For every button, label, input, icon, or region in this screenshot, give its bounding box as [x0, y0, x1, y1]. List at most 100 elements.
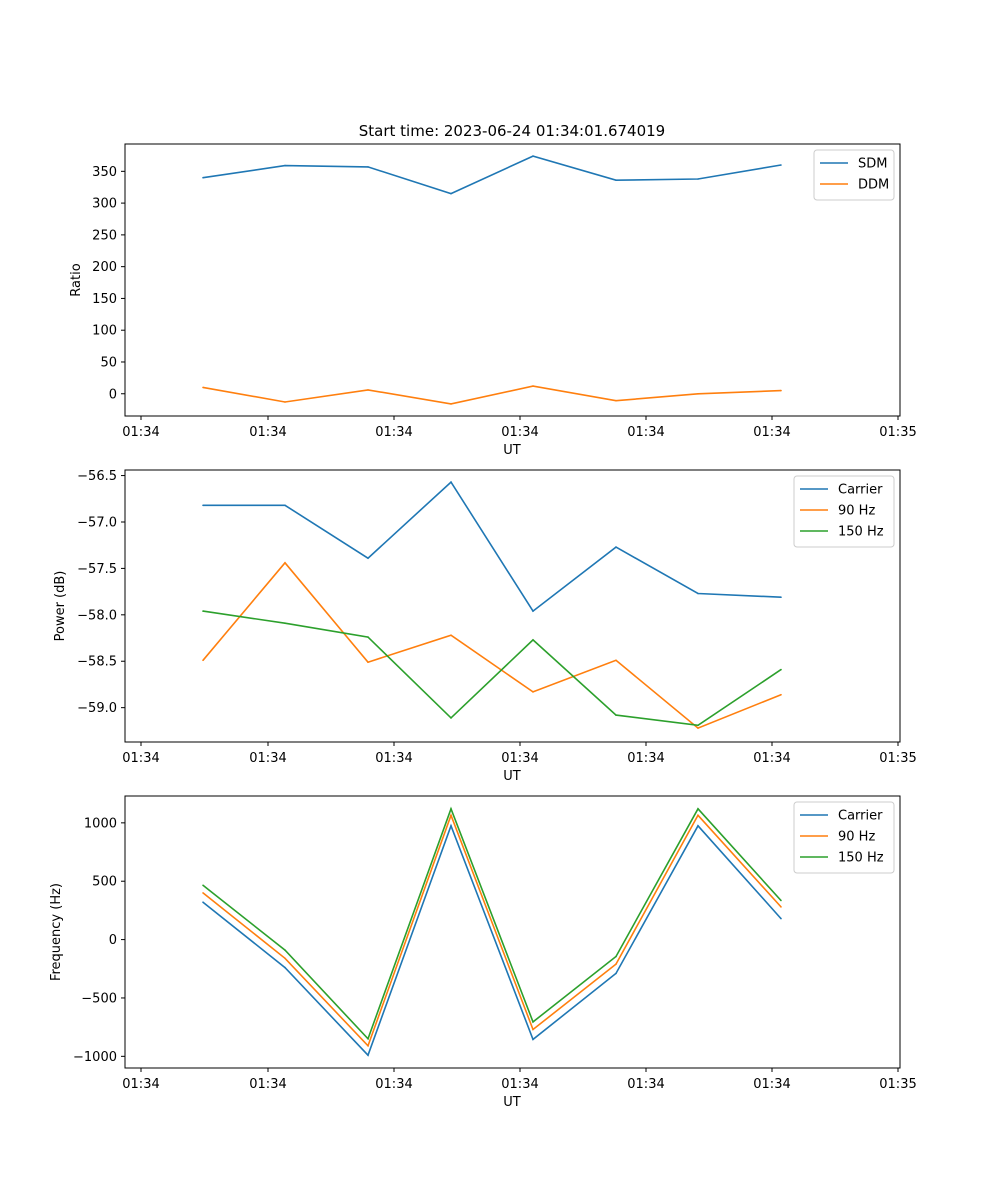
- x-tick-label: 01:34: [753, 425, 790, 440]
- data-point: [202, 504, 204, 507]
- data-point: [367, 1054, 369, 1056]
- legend-entry: Carrier: [838, 809, 883, 824]
- data-point: [532, 155, 534, 157]
- series-line-carrier: [202, 823, 782, 1057]
- y-tick-label: −56.5: [77, 469, 117, 484]
- x-tick-label: 01:34: [249, 425, 286, 440]
- legend-entry: SDM: [858, 157, 887, 172]
- x-tick-label: 01:35: [879, 1077, 916, 1092]
- y-tick-label: −57.5: [77, 562, 117, 577]
- data-point: [284, 504, 286, 507]
- chart-panel-1: 01:34 01:34 01:34 01:34 01:34 01:34 01:35 UT 0 50…: [69, 143, 917, 458]
- panels: 01:34 01:34 01:34 01:34 01:34 01:34 01:35 UT 0 50…: [49, 143, 917, 1110]
- data-point: [284, 957, 286, 960]
- y-tick-label: 100: [92, 324, 117, 339]
- y-tick-label: 200: [92, 260, 117, 275]
- y-tick-label: 0: [109, 933, 117, 948]
- data-point: [615, 714, 617, 716]
- legend-entry: 150 Hz: [838, 851, 884, 866]
- x-tick-label: 01:35: [879, 751, 916, 766]
- data-point: [615, 659, 617, 662]
- data-point: [367, 557, 369, 559]
- y-tick-label: 300: [92, 197, 117, 212]
- data-point: [697, 814, 699, 817]
- data-point: [615, 399, 617, 402]
- data-point: [780, 906, 782, 908]
- data-point: [780, 917, 782, 920]
- plot-frame: [124, 469, 901, 743]
- x-axis-label: UT: [503, 769, 521, 784]
- data-point: [202, 901, 204, 903]
- series-line-90-hz: [202, 561, 782, 730]
- x-tick-label: 01:34: [501, 425, 538, 440]
- series-line-ddm: [202, 385, 782, 405]
- data-point: [697, 727, 699, 729]
- data-point: [532, 1038, 534, 1041]
- data-point: [780, 596, 782, 598]
- data-point: [780, 899, 782, 902]
- x-axis-label: UT: [503, 1095, 521, 1110]
- x-tick-label: 01:34: [627, 751, 664, 766]
- plot-frame: [124, 143, 901, 417]
- legend-entry: Carrier: [838, 483, 883, 498]
- data-point: [367, 636, 369, 638]
- data-point: [615, 972, 617, 975]
- series-line-150-hz: [202, 806, 782, 1041]
- data-point: [284, 966, 286, 969]
- data-point: [615, 179, 617, 181]
- chart-panel-2: 01:34 01:34 01:34 01:34 01:34 01:34 01:35 UT −59…: [53, 469, 917, 784]
- y-axis-label: Frequency (Hz): [49, 883, 64, 981]
- data-point: [450, 192, 452, 195]
- chart-panel-3: 01:34 01:34 01:34 01:34 01:34 01:34 01:35 UT −10…: [49, 795, 917, 1110]
- data-point: [615, 963, 617, 965]
- legend: SDM DDM: [813, 149, 895, 201]
- x-tick-label: 01:34: [249, 751, 286, 766]
- data-point: [697, 724, 699, 727]
- x-tick-label: 01:34: [375, 425, 412, 440]
- data-point: [697, 808, 699, 810]
- legend: Carrier 90 Hz 150 Hz: [793, 475, 895, 548]
- y-tick-label: 500: [92, 875, 117, 890]
- legend-entry: DDM: [858, 178, 889, 193]
- series-line-150-hz: [202, 610, 782, 727]
- y-tick-label: 250: [92, 228, 117, 243]
- series-line-carrier: [203, 480, 782, 613]
- y-axis-label: Ratio: [69, 263, 84, 296]
- x-tick-label: 01:34: [501, 1077, 538, 1092]
- y-tick-label: −1000: [73, 1050, 117, 1065]
- data-point: [284, 562, 286, 564]
- x-tick-label: 01:34: [122, 425, 159, 440]
- x-tick-label: 01:34: [375, 1077, 412, 1092]
- data-point: [532, 691, 534, 693]
- x-axis-label: UT: [503, 443, 521, 458]
- data-point: [532, 1021, 534, 1023]
- data-point: [780, 668, 782, 671]
- data-point: [532, 385, 534, 387]
- x-tick-label: 01:34: [753, 751, 790, 766]
- data-point: [367, 389, 369, 391]
- data-point: [367, 661, 369, 663]
- data-point: [367, 1045, 369, 1047]
- data-point: [780, 693, 782, 696]
- x-tick-label: 01:34: [375, 751, 412, 766]
- x-tick-label: 01:34: [122, 751, 159, 766]
- legend-entry: 90 Hz: [838, 504, 875, 519]
- x-tick-label: 01:34: [627, 425, 664, 440]
- data-point: [697, 825, 699, 827]
- plot-frame: [124, 795, 901, 1069]
- y-tick-label: −58.0: [77, 608, 117, 623]
- data-point: [284, 401, 286, 403]
- y-tick-label: −57.0: [77, 515, 117, 530]
- data-point: [780, 164, 782, 166]
- data-point: [450, 634, 452, 636]
- data-point: [697, 592, 699, 595]
- series-line-90-hz: [202, 813, 782, 1048]
- data-point: [780, 389, 782, 392]
- legend: Carrier 90 Hz 150 Hz: [793, 801, 895, 874]
- figure-title: Start time: 2023-06-24 01:34:01.674019: [359, 122, 665, 140]
- x-tick-label: 01:34: [501, 751, 538, 766]
- data-point: [450, 814, 452, 817]
- x-tick-label: 01:34: [249, 1077, 286, 1092]
- data-point: [615, 546, 617, 548]
- y-tick-label: −59.0: [77, 701, 117, 716]
